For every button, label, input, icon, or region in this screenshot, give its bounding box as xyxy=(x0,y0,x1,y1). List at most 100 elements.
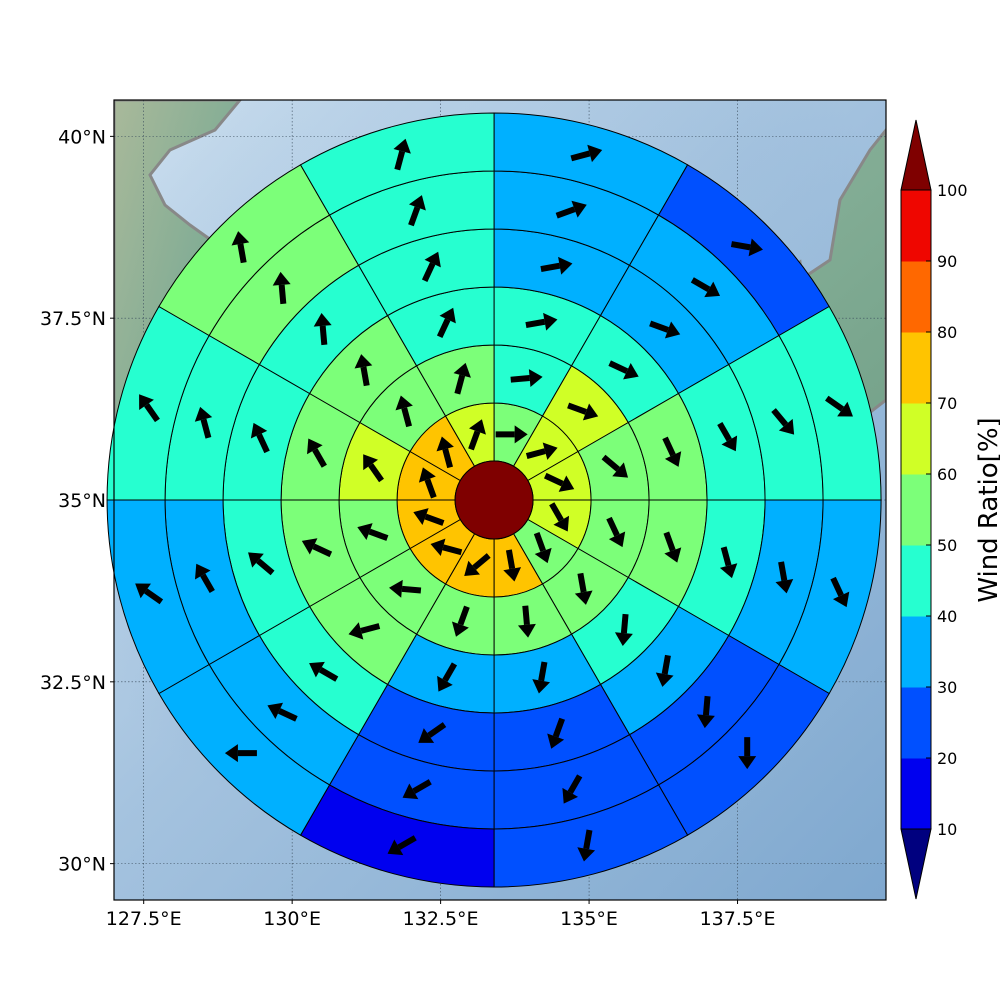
wind-arrow-head xyxy=(558,256,573,275)
colorbar-bin xyxy=(901,758,931,830)
wind-arrow-shaft xyxy=(256,558,275,576)
colorbar-frame xyxy=(900,189,932,830)
polar-sector-grid xyxy=(106,112,882,888)
wind-arrow-shaft xyxy=(442,662,458,682)
wind-arrow-head xyxy=(248,552,264,568)
wind-arrow-head xyxy=(582,403,599,421)
wind-arrow-shaft xyxy=(457,605,470,626)
lat-tick-label: 37.5°N xyxy=(40,308,106,330)
wind-arrow-shaft xyxy=(533,532,546,552)
wind-arrow-shaft xyxy=(424,478,437,499)
wind-arrow-shaft xyxy=(543,472,564,487)
wind-arrow-head xyxy=(408,195,426,211)
wind-arrow-head xyxy=(542,442,558,460)
wind-arrow-shaft xyxy=(540,262,561,272)
wind-arrow-head xyxy=(547,733,565,749)
wind-arrow-shaft xyxy=(401,585,422,594)
wind-arrow-shaft xyxy=(525,318,546,329)
wind-arrow-shaft xyxy=(319,325,328,346)
wind-arrow-head xyxy=(436,436,454,452)
wind-arrow-head xyxy=(250,422,268,439)
colorbar-bin xyxy=(901,545,931,617)
wind-arrow-head xyxy=(267,702,284,720)
center-cell xyxy=(454,460,534,540)
wind-arrow-head xyxy=(778,418,795,435)
wind-arrow-shaft xyxy=(552,717,565,738)
wind-arrow-shaft xyxy=(661,654,671,675)
colorbar-tick-label: 10 xyxy=(937,820,957,839)
wind-arrow-head xyxy=(301,538,318,555)
wind-arrow-shaft xyxy=(522,605,530,625)
colorbar-tick-label: 20 xyxy=(937,749,957,768)
colorbar-bin xyxy=(901,616,931,688)
wind-arrow-shaft xyxy=(830,576,844,597)
wind-arrow-head xyxy=(309,661,325,678)
wind-arrow-shaft xyxy=(360,623,381,634)
wind-arrow-shaft xyxy=(200,418,212,439)
wind-arrow-shaft xyxy=(620,613,629,634)
wind-arrow-head xyxy=(528,369,543,387)
wind-arrow-shaft xyxy=(421,262,436,283)
colorbar-extend-bottom xyxy=(900,828,932,900)
wind-arrow-head xyxy=(562,787,579,804)
wind-arrow-head xyxy=(389,579,403,598)
wind-arrow-head xyxy=(451,621,469,637)
wind-arrow-shaft xyxy=(256,433,270,454)
wind-arrow-shaft xyxy=(663,531,676,552)
wind-arrow-shaft xyxy=(825,395,845,412)
wind-arrow-shaft xyxy=(538,661,548,682)
wind-arrow-head xyxy=(402,783,419,800)
wind-arrow-head xyxy=(418,467,436,483)
wind-arrow-shaft xyxy=(662,436,676,457)
wind-arrow-shaft xyxy=(408,206,421,227)
colorbar-tick-label: 70 xyxy=(937,394,957,413)
wind-arrow-head xyxy=(719,563,738,579)
wind-arrow-shaft xyxy=(510,375,530,383)
wind-arrow-head xyxy=(503,567,522,582)
lon-tick-label: 135°E xyxy=(560,908,618,930)
colorbar-tick-label: 100 xyxy=(937,181,968,200)
lon-tick-label: 132.5°E xyxy=(403,908,479,930)
wind-arrow-shaft xyxy=(468,430,481,451)
lat-tick-label: 32.5°N xyxy=(40,672,106,694)
wind-arrow-shaft xyxy=(567,402,588,415)
wind-arrow-head xyxy=(832,591,850,608)
wind-arrow-head xyxy=(413,508,429,526)
colorbar-bin xyxy=(901,332,931,404)
wind-arrow-head xyxy=(430,538,446,557)
wind-arrow-shaft xyxy=(549,502,564,522)
wind-arrow-head xyxy=(587,144,603,163)
colorbar-tick-label: 90 xyxy=(937,252,957,271)
wind-arrow-head xyxy=(748,238,763,257)
colorbar: 10 20 30 40 50 60 70 80 90 100 Wind Ratio[%] xyxy=(900,119,1000,900)
wind-arrow-shaft xyxy=(278,284,287,305)
wind-arrow-shaft xyxy=(442,448,454,469)
wind-arrow-shaft xyxy=(472,553,491,570)
wind-arrow-head xyxy=(574,590,593,605)
wind-arrow-shaft xyxy=(720,546,732,567)
wind-arrow-head xyxy=(464,560,480,576)
wind-arrow-shaft xyxy=(442,544,463,556)
wind-arrow-head xyxy=(534,547,552,564)
colorbar-bin xyxy=(901,190,931,262)
wind-arrow-head xyxy=(623,363,639,380)
colorbar-extend-top xyxy=(900,119,932,191)
wind-arrow-head xyxy=(437,675,453,692)
wind-arrow-shaft xyxy=(312,543,333,558)
wind-arrow-head xyxy=(664,321,681,339)
wind-arrow-shaft xyxy=(601,454,620,472)
wind-arrow-shaft xyxy=(412,779,432,794)
wind-arrow-head xyxy=(558,475,575,492)
wind-arrow-shaft xyxy=(368,463,384,483)
colorbar-tick-label: 30 xyxy=(937,678,957,697)
wind-arrow-head xyxy=(612,462,629,478)
wind-arrow-shaft xyxy=(401,407,413,428)
wind-arrow-shaft xyxy=(771,408,789,427)
colorbar-bin xyxy=(901,261,931,333)
wind-arrow-head xyxy=(514,425,528,444)
colorbar-tick-label: 60 xyxy=(937,465,957,484)
wind-arrow-shaft xyxy=(525,448,546,459)
wind-arrow-shaft xyxy=(144,403,160,423)
lon-tick-label: 130°E xyxy=(263,908,321,930)
